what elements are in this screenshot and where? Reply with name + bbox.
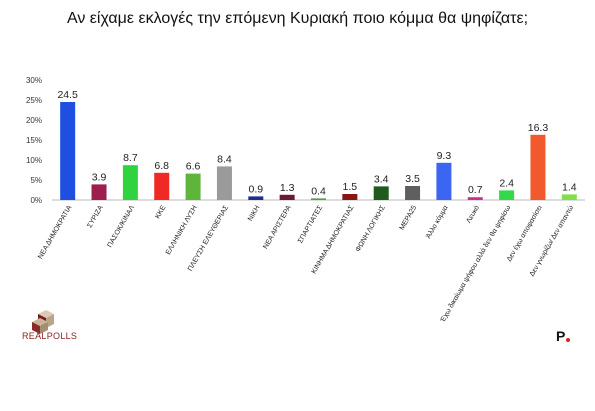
bar-value-label: 8.7 [123, 152, 138, 164]
category-label: ΠΑΣΟΚ/ΚΙΝΑΛ [106, 204, 136, 249]
y-tick-label: 20% [26, 116, 42, 125]
bar [530, 134, 546, 200]
bar [185, 173, 201, 200]
y-tick-label: 0% [30, 196, 42, 205]
bar [405, 186, 421, 200]
brand-mark: P [556, 328, 566, 344]
category-label: ΣΠΑΡΤΙΑΤΕΣ [297, 204, 325, 245]
category-label: ΜΕΡΑ25 [399, 204, 419, 231]
chart-title: Αν είχαμε εκλογές την επόμενη Κυριακή πο… [66, 10, 529, 27]
y-tick-label: 15% [26, 136, 42, 145]
bar [373, 186, 389, 200]
bar [248, 196, 264, 200]
brand-dot-icon [566, 338, 570, 342]
bar [60, 102, 76, 200]
category-label: ΝΕΑ ΔΗΜΟΚΡΑΤΙΑ [37, 204, 73, 260]
category-label: Δεν έχω αποφασίσει [505, 204, 544, 263]
bar [279, 194, 295, 200]
bar-value-label: 1.4 [562, 181, 577, 193]
bar-value-label: 0.7 [468, 184, 483, 196]
category-label: ΝΙΚΗ [247, 205, 261, 223]
bar-value-label: 8.4 [217, 153, 232, 165]
bar [561, 194, 577, 200]
bar-value-label: 16.3 [528, 122, 549, 134]
bar-value-label: 0.4 [311, 185, 326, 197]
bar [436, 162, 452, 200]
category-label: ΕΛΛΗΝΙΚΗ ΛΥΣΗ [165, 205, 199, 257]
category-label: ΚΚΕ [154, 204, 167, 220]
bar [154, 172, 170, 200]
bar [311, 198, 326, 200]
category-label: ΦΩΝΗ ΛΟΓΙΚΗΣ [355, 204, 388, 253]
y-tick-label: 10% [26, 156, 42, 165]
bar-value-label: 6.6 [186, 161, 201, 173]
bar-value-label: 9.3 [437, 150, 452, 162]
y-tick-label: 30% [26, 76, 42, 85]
y-tick-label: 5% [30, 176, 42, 185]
bar-value-label: 3.9 [92, 171, 107, 183]
bar-value-label: 0.9 [248, 183, 263, 195]
value-labels: 24.5 3.9 8.7 6.8 6.6 8.4 0.9 1.3 0.4 1.5 3.4 3.5 9.3… [57, 89, 576, 197]
y-axis: 0% 5% 10% 15% 20% 25% 30% [26, 76, 42, 205]
bar-value-label: 2.4 [499, 177, 514, 189]
bar [342, 194, 358, 200]
category-label: Άλλο κόμμα [424, 204, 449, 240]
bar-value-label: 3.5 [405, 173, 420, 185]
bar [467, 197, 483, 200]
y-tick-label: 25% [26, 96, 42, 105]
logo-text: REALPOLLS [22, 331, 78, 341]
bar [216, 166, 232, 200]
category-label: Λευκό [465, 204, 481, 224]
bar-value-label: 1.3 [280, 182, 295, 194]
bar-value-label: 6.8 [154, 160, 169, 172]
bars [60, 102, 577, 200]
bar-value-label: 24.5 [57, 89, 78, 101]
category-labels: ΝΕΑ ΔΗΜΟΚΡΑΤΙΑ ΣΥΡΙΖΑ ΠΑΣΟΚ/ΚΙΝΑΛ ΚΚΕΕΛΛΗΝΙ… [37, 204, 575, 325]
category-label: ΝΕΑ ΑΡΙΣΤΕΡΑ [262, 204, 293, 250]
category-label: Έχω δικαίωμα ψήφου αλλά δεν θα ψηφίσω [438, 204, 512, 325]
bar-value-label: 1.5 [343, 181, 358, 193]
bar [499, 190, 515, 200]
realpolls-logo-icon [32, 310, 54, 334]
bar-value-label: 3.4 [374, 173, 389, 185]
bar [91, 184, 107, 200]
category-label: ΣΥΡΙΖΑ [86, 204, 105, 229]
bar [122, 165, 138, 200]
